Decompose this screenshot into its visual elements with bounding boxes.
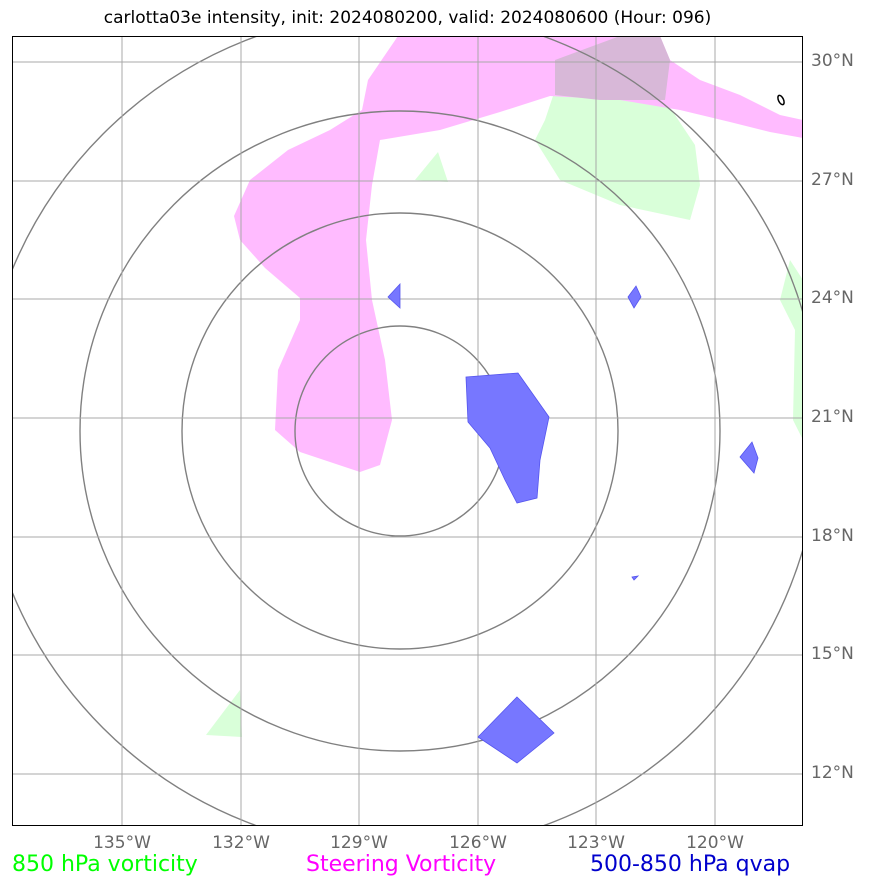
qvap-region-east	[739, 441, 759, 474]
vorticity-region-north	[415, 152, 448, 182]
lat-label-12n: 12°N	[811, 763, 854, 783]
lat-label-21n: 21°N	[811, 407, 854, 427]
map-panel[interactable]	[12, 36, 803, 826]
lon-label-135w: 135°W	[93, 833, 151, 853]
lat-label-27n: 27°N	[811, 170, 854, 190]
qvap-layer	[387, 282, 759, 764]
lat-label-15n: 15°N	[811, 644, 854, 664]
range-ring-3	[79, 110, 721, 752]
lat-label-30n: 30°N	[811, 51, 854, 71]
range-ring-2	[181, 212, 619, 650]
map-title: carlotta03e intensity, init: 2024080200,…	[103, 8, 712, 28]
legend-850-vorticity: 850 hPa vorticity	[12, 852, 198, 877]
lat-label-24n: 24°N	[811, 288, 854, 308]
qvap-region-tiny	[631, 575, 640, 581]
lon-label-120w: 120°W	[686, 833, 744, 853]
lon-label-126w: 126°W	[449, 833, 507, 853]
qvap-region-small-east	[627, 285, 642, 309]
range-rings	[12, 36, 803, 826]
vorticity-850-layer	[206, 90, 803, 737]
vorticity-region-northeast	[535, 90, 700, 220]
legend-qvap: 500-850 hPa qvap	[590, 852, 791, 877]
lon-label-132w: 132°W	[212, 833, 270, 853]
steering-region-main	[234, 36, 803, 472]
qvap-region-central	[465, 372, 550, 504]
qvap-region-small-west	[387, 282, 401, 309]
qvap-region-south	[477, 696, 555, 764]
lon-label-129w: 129°W	[330, 833, 388, 853]
map-canvas	[12, 36, 803, 826]
lat-label-18n: 18°N	[811, 526, 854, 546]
vorticity-region-east	[780, 260, 803, 440]
storm-marker-icon	[777, 94, 785, 106]
lon-label-123w: 123°W	[567, 833, 625, 853]
vorticity-region-southwest	[206, 690, 242, 737]
legend-steering-vorticity: Steering Vorticity	[306, 852, 497, 877]
